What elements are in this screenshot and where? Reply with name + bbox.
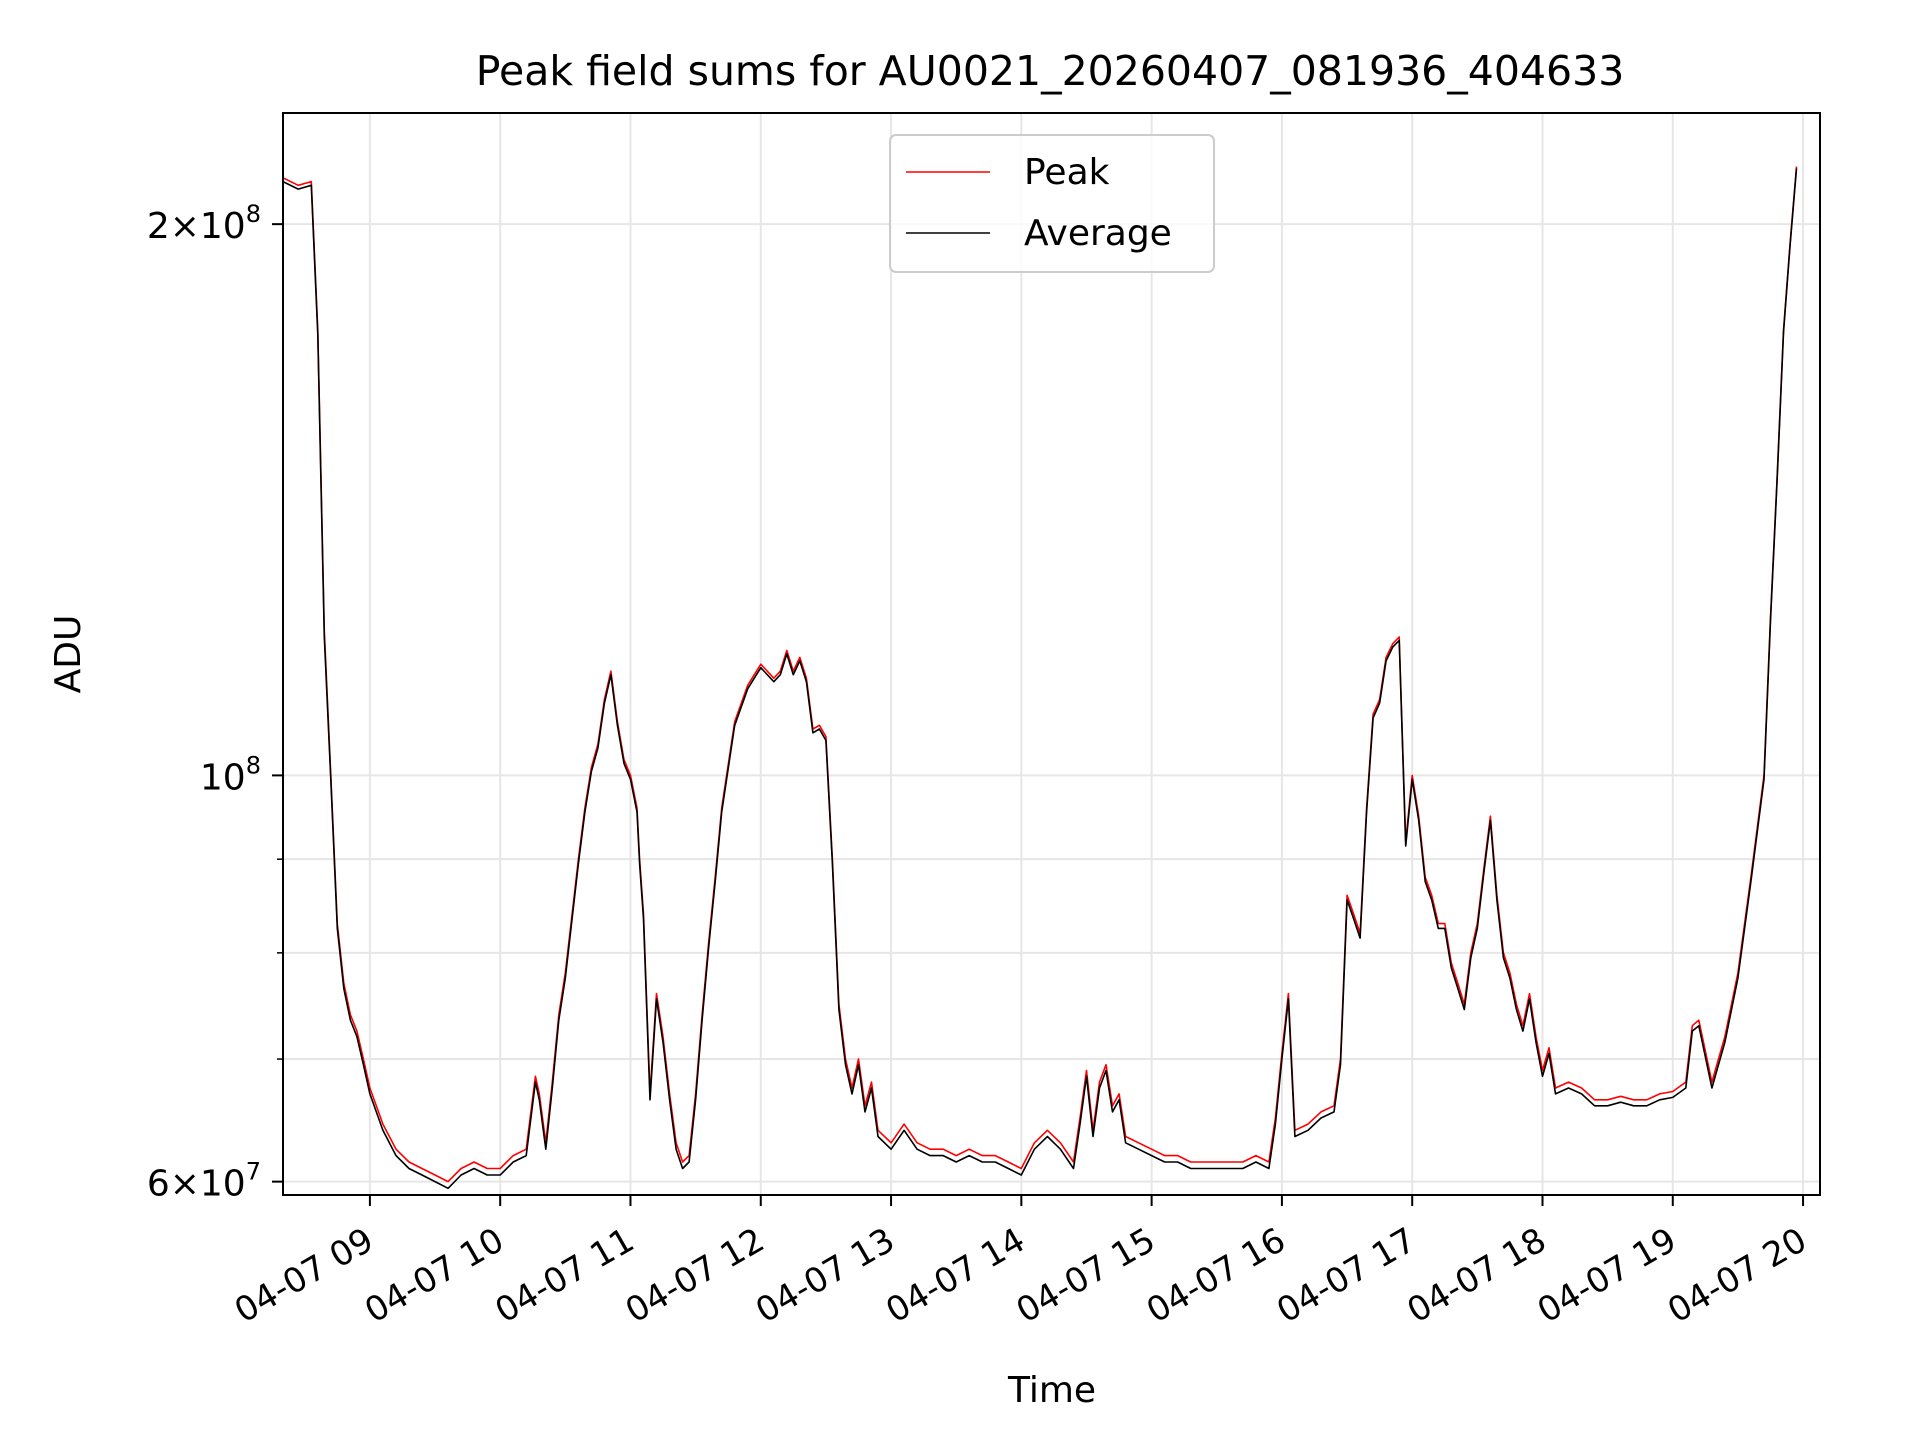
legend-average-label: Average (1024, 213, 1172, 254)
y-tick-label: 108 (200, 751, 261, 798)
legend-box (889, 134, 1215, 273)
y-tick-label: 2×108 (147, 200, 261, 247)
legend-peak-label: Peak (1024, 152, 1110, 193)
legend: Peak Average (889, 134, 1215, 273)
plot-frame (282, 112, 1821, 1196)
series-line-average (282, 168, 1798, 1190)
series-lines (282, 166, 1798, 1190)
y-axis-label: ADU (48, 615, 89, 694)
chart-title: Peak field sums for AU0021_20260407_0819… (476, 47, 1625, 95)
y-tick-label: 6×107 (147, 1158, 261, 1205)
x-axis-label: Time (1007, 1370, 1096, 1411)
series-line-peak (282, 166, 1798, 1183)
y-axis: 6×107 108 2×108 (147, 200, 283, 1205)
